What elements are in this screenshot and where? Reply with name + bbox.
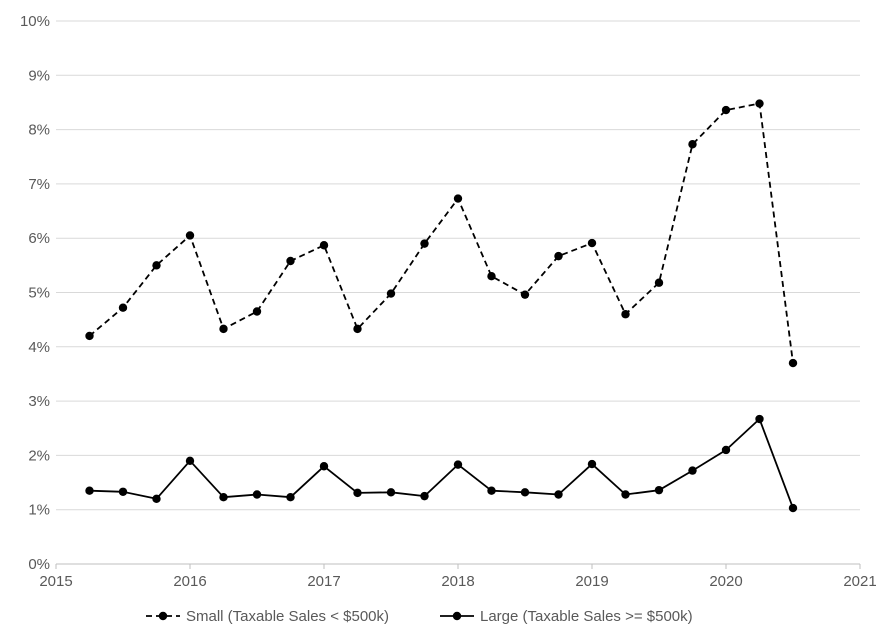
- data-point: [554, 490, 563, 499]
- data-point: [353, 488, 362, 498]
- y-axis-tick-labels: 0% 1% 2% 3% 4% 5% 6% 7% 8% 9% 10%: [20, 13, 50, 573]
- data-point: [587, 238, 597, 248]
- series-small: [85, 99, 798, 368]
- y-tick-label: 10%: [20, 13, 50, 30]
- y-tick-label: 6%: [28, 230, 50, 247]
- data-point: [118, 303, 128, 312]
- data-point: [219, 493, 228, 502]
- x-tick-label: 2017: [307, 573, 340, 590]
- data-point: [85, 486, 94, 495]
- y-tick-label: 1%: [28, 502, 50, 519]
- x-axis-tick-labels: 2015 2016 2017 2018 2019 2020 2021: [39, 573, 876, 590]
- data-point: [252, 490, 262, 499]
- data-point: [755, 99, 764, 108]
- data-point: [688, 466, 697, 475]
- data-point: [520, 290, 530, 299]
- data-point: [721, 445, 731, 455]
- series-group: [85, 99, 798, 513]
- x-tick-label: 2016: [173, 573, 206, 590]
- data-point: [487, 272, 496, 281]
- data-point: [185, 456, 195, 466]
- data-point: [453, 194, 463, 203]
- data-point: [688, 140, 697, 149]
- x-tick-label: 2021: [843, 573, 876, 590]
- data-point: [319, 462, 329, 471]
- gridlines: [55, 20, 861, 569]
- data-point: [152, 494, 161, 504]
- y-tick-label: 8%: [28, 122, 50, 139]
- y-tick-label: 9%: [28, 67, 50, 84]
- y-tick-label: 5%: [28, 285, 50, 302]
- legend-item-small: Small (Taxable Sales < $500k): [146, 608, 389, 625]
- data-point: [788, 503, 798, 513]
- series-line: [88, 102, 794, 364]
- legend-label: Large (Taxable Sales >= $500k): [480, 608, 693, 625]
- data-point: [118, 487, 128, 496]
- data-point: [554, 251, 563, 261]
- data-point: [252, 307, 262, 316]
- x-tick-label: 2015: [39, 573, 72, 590]
- data-point: [286, 493, 295, 502]
- data-point: [319, 241, 329, 250]
- legend-label: Small (Taxable Sales < $500k): [186, 608, 389, 625]
- y-tick-label: 2%: [28, 447, 50, 464]
- y-tick-label: 3%: [28, 393, 50, 410]
- data-point: [654, 485, 664, 495]
- data-point: [353, 324, 362, 334]
- data-point: [788, 358, 798, 368]
- series-large: [85, 414, 798, 513]
- legend-marker: [158, 611, 168, 621]
- x-tick-label: 2018: [441, 573, 474, 590]
- data-point: [420, 491, 429, 501]
- data-point: [386, 289, 396, 298]
- data-point: [386, 488, 396, 497]
- y-tick-label: 0%: [28, 556, 50, 573]
- data-point: [286, 256, 295, 266]
- data-point: [219, 324, 228, 334]
- data-point: [587, 459, 597, 469]
- data-point: [621, 310, 630, 319]
- x-tick-label: 2020: [709, 573, 742, 590]
- legend-item-large: Large (Taxable Sales >= $500k): [440, 608, 693, 625]
- data-point: [453, 460, 463, 469]
- data-point: [185, 231, 195, 240]
- data-point: [654, 278, 664, 287]
- data-point: [621, 490, 630, 499]
- series-line: [89, 418, 794, 509]
- legend-marker: [452, 611, 462, 621]
- x-tick-label: 2019: [575, 573, 608, 590]
- legend: Small (Taxable Sales < $500k) Large (Tax…: [146, 608, 693, 625]
- data-point: [520, 488, 530, 497]
- data-point: [755, 414, 764, 424]
- data-point: [420, 239, 429, 248]
- data-point: [721, 105, 731, 115]
- y-tick-label: 4%: [28, 339, 50, 356]
- data-point: [152, 261, 161, 270]
- y-tick-label: 7%: [28, 176, 50, 193]
- data-point: [85, 331, 94, 341]
- data-point: [487, 486, 496, 495]
